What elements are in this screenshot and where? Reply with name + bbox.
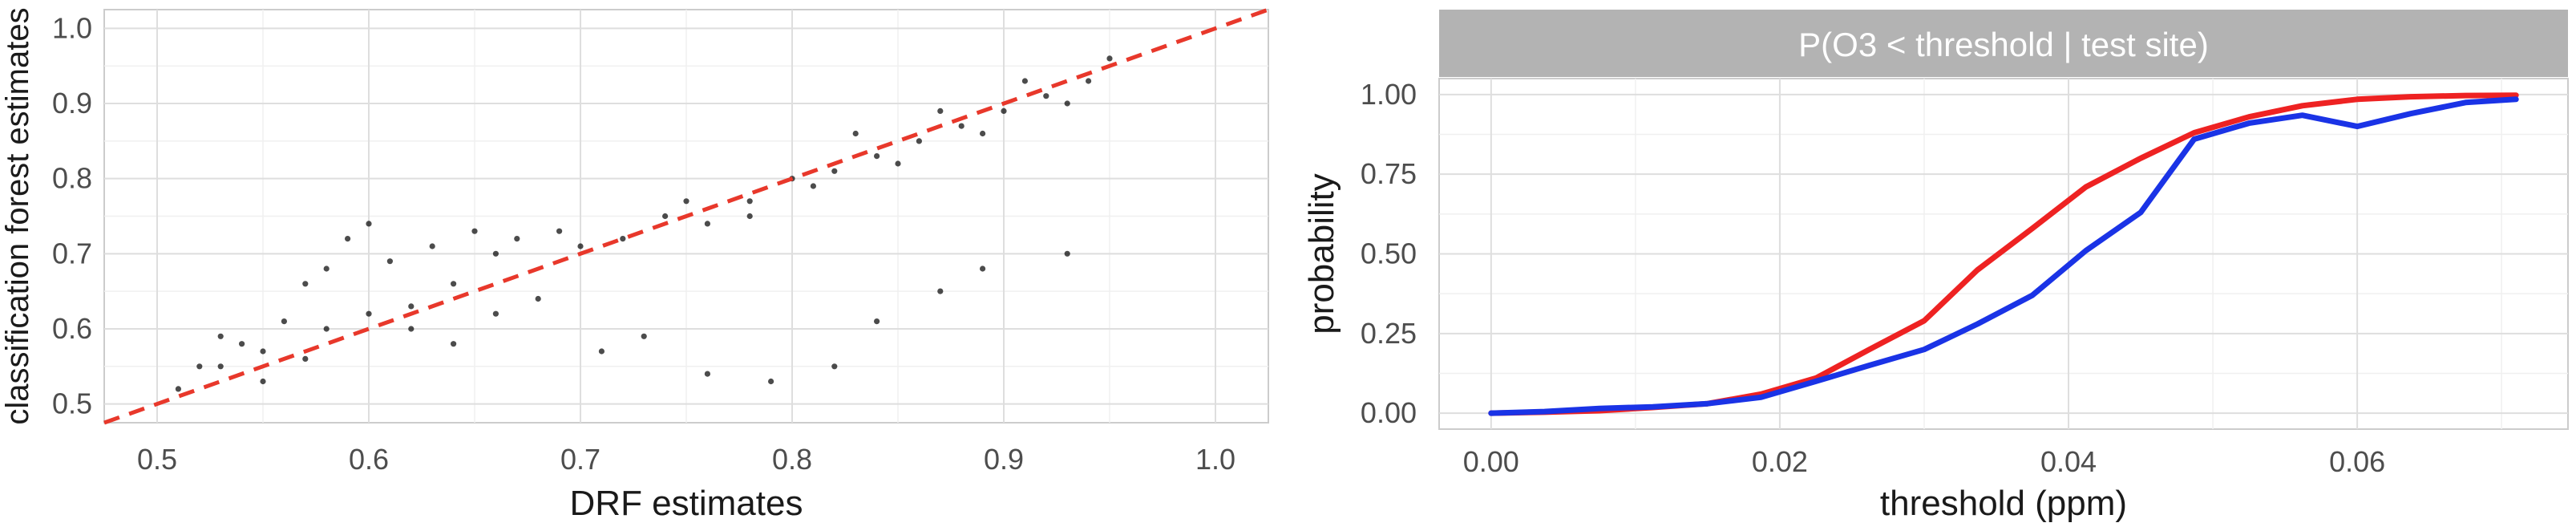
- y-tick-label: 0.9: [52, 87, 92, 120]
- y-tick-label: 0.6: [52, 312, 92, 345]
- scatter-point: [937, 107, 944, 114]
- scatter-point: [1064, 100, 1070, 107]
- scatter-panel: 0.5 0.6 0.7 0.8 0.9 1.0 0.5 0.6 0.7 0.8 0.9 1.0 DR…: [0, 7, 1269, 523]
- scatter-point: [704, 221, 711, 227]
- line-y-tick-labels: 0.00 0.25 0.50 0.75 1.00: [1361, 78, 1417, 429]
- scatter-point: [471, 228, 478, 234]
- scatter-point: [704, 371, 711, 377]
- facet-strip: [1439, 10, 2568, 77]
- scatter-point: [598, 348, 605, 355]
- scatter-point: [451, 341, 457, 347]
- scatter-x-tick-labels: 0.5 0.6 0.7 0.8 0.9 1.0: [137, 443, 1235, 476]
- x-tick-label: 0.06: [2329, 445, 2385, 478]
- y-tick-label: 0.50: [1361, 237, 1417, 270]
- scatter-point: [980, 130, 986, 137]
- x-tick-label: 0.9: [984, 443, 1024, 476]
- y-tick-label: 0.7: [52, 237, 92, 270]
- y-tick-label: 0.00: [1361, 396, 1417, 429]
- scatter-point: [683, 198, 689, 205]
- x-tick-label: 0.5: [137, 443, 177, 476]
- scatter-point: [852, 130, 859, 137]
- x-tick-label: 0.8: [772, 443, 812, 476]
- facet-strip-label: P(O3 < threshold | test site): [1798, 26, 2209, 63]
- line-y-axis-title: probability: [1302, 173, 1341, 334]
- scatter-point: [408, 303, 415, 310]
- series-line-blue: [1488, 96, 2519, 416]
- x-tick-label: 1.0: [1195, 443, 1235, 476]
- scatter-point: [239, 341, 245, 347]
- scatter-point: [746, 213, 753, 220]
- scatter-point: [1021, 78, 1028, 84]
- scatter-point: [366, 310, 372, 317]
- scatter-point: [196, 363, 203, 370]
- scatter-point: [302, 355, 309, 362]
- y-tick-label: 0.8: [52, 162, 92, 195]
- scatter-point: [831, 363, 838, 370]
- scatter-x-axis-title: DRF estimates: [570, 484, 803, 523]
- x-tick-label: 0.6: [349, 443, 389, 476]
- x-tick-label: 0.04: [2040, 445, 2097, 478]
- scatter-point: [366, 221, 372, 227]
- y-tick-label: 1.0: [52, 11, 92, 44]
- scatter-point: [345, 236, 351, 242]
- scatter-point: [810, 183, 817, 189]
- scatter-point: [937, 288, 944, 294]
- scatter-point: [556, 228, 563, 234]
- scatter-point: [1086, 78, 1092, 84]
- scatter-point: [535, 295, 541, 302]
- scatter-point: [1043, 93, 1049, 99]
- scatter-point: [958, 123, 964, 129]
- x-tick-label: 0.00: [1463, 445, 1519, 478]
- scatter-point: [514, 236, 520, 242]
- scatter-point: [429, 243, 435, 249]
- scatter-point: [980, 266, 986, 272]
- scatter-point: [874, 153, 880, 160]
- scatter-point: [895, 160, 901, 167]
- scatter-point: [746, 198, 753, 205]
- scatter-point: [492, 310, 499, 317]
- scatter-point: [217, 333, 224, 339]
- scatter-point: [662, 213, 669, 220]
- y-tick-label: 1.00: [1361, 78, 1417, 111]
- scatter-point: [323, 326, 330, 332]
- scatter-point: [175, 386, 181, 392]
- line-panel: P(O3 < threshold | test site) 0.00 0.02 0.…: [1302, 10, 2569, 523]
- scatter-point: [323, 266, 330, 272]
- y-tick-label: 0.25: [1361, 317, 1417, 350]
- scatter-point: [620, 236, 626, 242]
- line-series-group: [1488, 92, 2519, 416]
- scatter-point: [408, 326, 415, 332]
- line-gridlines: [1439, 79, 2568, 429]
- scatter-point: [831, 168, 838, 174]
- y-tick-label: 0.75: [1361, 157, 1417, 190]
- scatter-points: [175, 55, 1113, 392]
- scatter-point: [874, 318, 880, 325]
- scatter-point: [260, 378, 266, 385]
- scatter-point: [281, 318, 287, 325]
- scatter-y-axis-title: classification forest estimates: [0, 7, 35, 424]
- scatter-point: [260, 348, 266, 355]
- scatter-point: [386, 258, 393, 265]
- line-x-axis-title: threshold (ppm): [1880, 484, 2127, 523]
- scatter-point: [302, 281, 309, 287]
- scatter-point: [1064, 250, 1070, 257]
- scatter-point: [217, 363, 224, 370]
- reference-line: [103, 7, 1269, 425]
- scatter-point: [641, 333, 647, 339]
- scatter-point: [1001, 107, 1007, 114]
- line-x-tick-labels: 0.00 0.02 0.04 0.06: [1463, 445, 2385, 478]
- x-tick-label: 0.7: [560, 443, 601, 476]
- x-tick-label: 0.02: [1752, 445, 1808, 478]
- scatter-point: [577, 243, 584, 249]
- scatter-point: [492, 250, 499, 257]
- scatter-point: [1106, 55, 1113, 62]
- scatter-point: [916, 138, 922, 144]
- scatter-point: [451, 281, 457, 287]
- y-tick-label: 0.5: [52, 387, 92, 420]
- reference-line-group: [103, 7, 1269, 425]
- scatter-y-tick-labels: 0.5 0.6 0.7 0.8 0.9 1.0: [52, 11, 92, 420]
- scatter-point: [768, 378, 774, 385]
